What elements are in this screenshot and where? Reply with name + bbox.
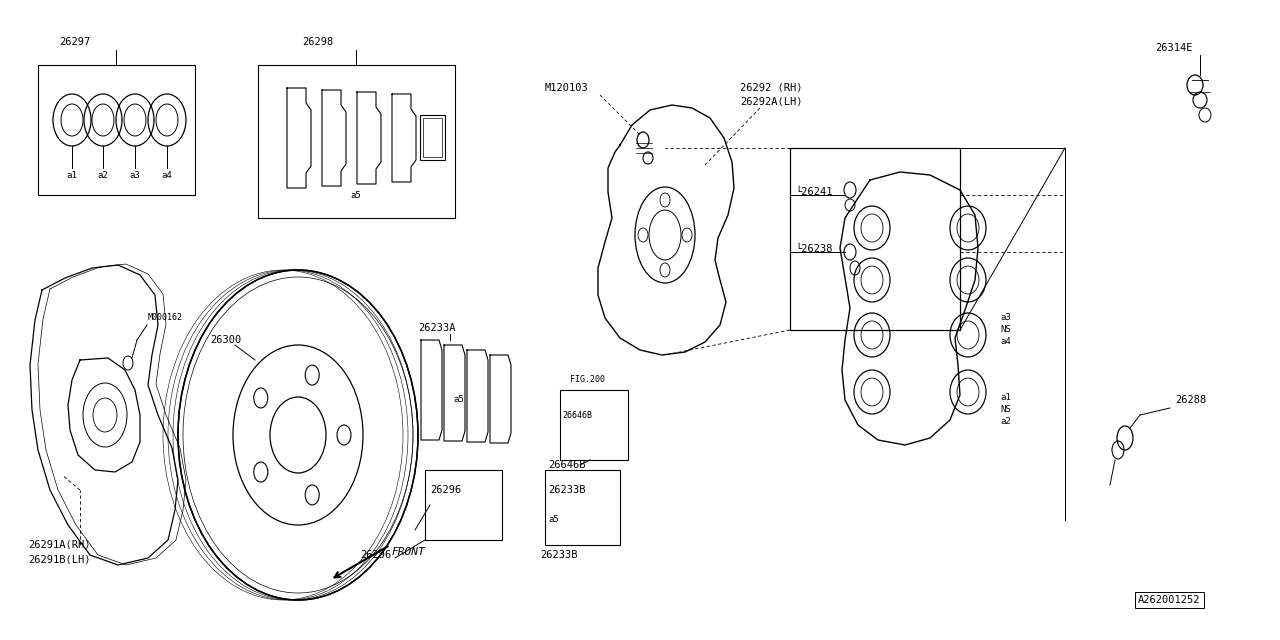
Text: NS: NS <box>1000 406 1011 415</box>
Text: 26298: 26298 <box>302 37 334 47</box>
Text: 26300: 26300 <box>210 335 241 345</box>
Text: a3: a3 <box>1000 314 1011 323</box>
Text: 26297: 26297 <box>59 37 91 47</box>
Text: a5: a5 <box>453 396 463 404</box>
Text: M120103: M120103 <box>545 83 589 93</box>
Text: M000162: M000162 <box>148 314 183 323</box>
Text: a4: a4 <box>161 170 173 179</box>
Text: a2: a2 <box>1000 417 1011 426</box>
Text: a3: a3 <box>129 170 141 179</box>
Text: a5: a5 <box>351 191 361 200</box>
Text: NS: NS <box>1000 326 1011 335</box>
Text: 26291A⟨RH⟩: 26291A⟨RH⟩ <box>28 540 91 550</box>
Text: 26292A⟨LH⟩: 26292A⟨LH⟩ <box>740 97 803 107</box>
Text: └26241: └26241 <box>795 187 832 197</box>
Text: 26314E: 26314E <box>1155 43 1193 53</box>
Text: FIG.200: FIG.200 <box>570 376 605 385</box>
Text: 26296: 26296 <box>430 485 461 495</box>
Text: a4: a4 <box>1000 337 1011 346</box>
Text: 26233B: 26233B <box>540 550 577 560</box>
Text: A262001252: A262001252 <box>1138 595 1201 605</box>
Text: └26238: └26238 <box>795 244 832 254</box>
Text: a1: a1 <box>1000 394 1011 403</box>
Text: 26291B⟨LH⟩: 26291B⟨LH⟩ <box>28 555 91 565</box>
Text: 26292 ⟨RH⟩: 26292 ⟨RH⟩ <box>740 83 803 93</box>
Text: 26288: 26288 <box>1175 395 1206 405</box>
Text: 26646B: 26646B <box>562 410 591 419</box>
Text: FRONT: FRONT <box>392 547 426 557</box>
Text: 26233A: 26233A <box>419 323 456 333</box>
Text: a1: a1 <box>67 170 77 179</box>
Text: a2: a2 <box>97 170 109 179</box>
Text: 26233B: 26233B <box>548 485 585 495</box>
Text: 26296: 26296 <box>360 550 392 560</box>
Text: a5: a5 <box>548 515 559 525</box>
Text: 26646B: 26646B <box>548 460 585 470</box>
